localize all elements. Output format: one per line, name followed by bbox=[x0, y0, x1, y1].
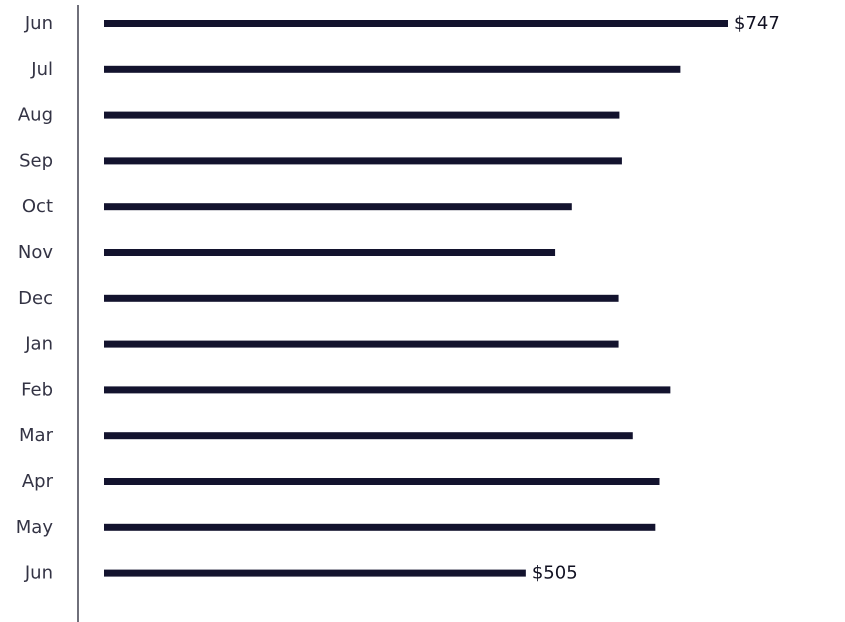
bar bbox=[104, 523, 656, 531]
bar bbox=[104, 569, 526, 577]
bar bbox=[104, 249, 556, 256]
category-label: Jul bbox=[30, 59, 53, 80]
category-label: Jun bbox=[24, 13, 53, 34]
category-label: Apr bbox=[22, 471, 54, 492]
category-label: Jan bbox=[24, 334, 53, 355]
bar bbox=[104, 65, 681, 73]
category-label: Nov bbox=[18, 242, 53, 263]
data-label: $747 bbox=[734, 13, 780, 34]
category-label: Oct bbox=[22, 196, 53, 217]
bar bbox=[104, 111, 620, 119]
bar bbox=[104, 203, 572, 211]
bar bbox=[104, 386, 671, 394]
category-label: May bbox=[16, 517, 54, 538]
category-label: Sep bbox=[19, 150, 53, 171]
category-label: Feb bbox=[21, 379, 53, 400]
data-label: $505 bbox=[532, 563, 578, 584]
bar bbox=[104, 157, 622, 165]
bars bbox=[104, 20, 728, 577]
bar bbox=[104, 20, 728, 27]
bar bbox=[104, 432, 633, 440]
data-labels: $747 $505 bbox=[532, 13, 780, 584]
category-label: Aug bbox=[18, 105, 53, 126]
bar bbox=[104, 478, 660, 485]
category-label: Dec bbox=[18, 288, 53, 309]
category-label: Mar bbox=[19, 425, 54, 446]
category-label: Jun bbox=[24, 563, 53, 584]
bar bbox=[104, 294, 619, 302]
category-labels: Jun Jul Aug Sep Oct Nov Dec Jan Feb Mar Apr May Jun bbox=[16, 13, 54, 584]
bar bbox=[104, 340, 619, 348]
